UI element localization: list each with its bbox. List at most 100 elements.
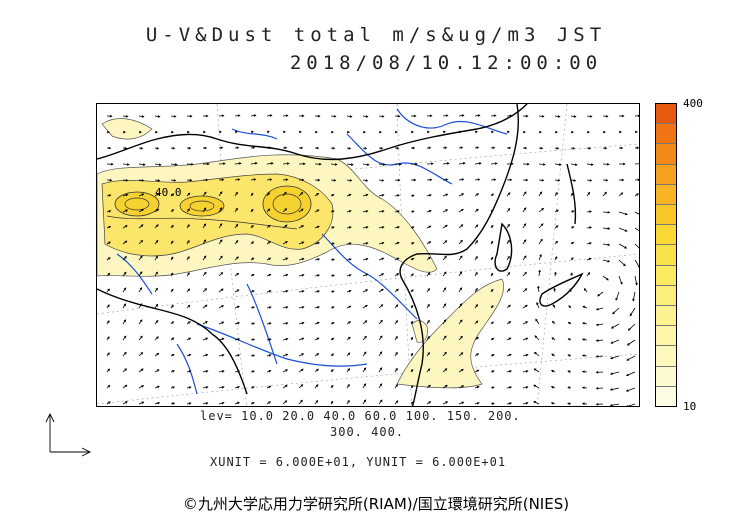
colorbar-max-label: 400 [683, 97, 703, 110]
wind-vector-head [141, 193, 145, 196]
wind-vector-head [156, 193, 160, 196]
wind-vector-head [523, 223, 527, 226]
colorbar-segment [656, 104, 676, 125]
wind-vector-head [158, 163, 162, 166]
wind-vector-head [510, 162, 514, 166]
wind-vector-head [491, 305, 494, 308]
wind-vector-head [348, 274, 352, 277]
wind-vector-head [570, 192, 574, 196]
wind-vector-head [536, 302, 539, 305]
wind-vector-head [396, 288, 399, 292]
wind-vector-head [508, 337, 512, 340]
contour-levels-line2: 300. 400. [330, 425, 405, 439]
wind-vector-head [301, 225, 304, 228]
wind-vector-head [587, 272, 591, 275]
wind-vector-head [427, 130, 430, 134]
wind-vector-head [551, 353, 554, 357]
wind-vector-head [315, 399, 319, 403]
wind-vector-head [629, 313, 633, 317]
wind-vector-head [460, 352, 464, 355]
wind-vector-head [429, 178, 433, 182]
wind-vector [138, 319, 143, 325]
wind-vector-head [589, 179, 593, 182]
wind-vector [626, 371, 636, 376]
wind-vector-head [551, 337, 555, 340]
wind-vector-head [555, 225, 559, 228]
wind-vector-head [299, 130, 302, 134]
wind-vector [554, 163, 561, 166]
wind-vector-head [237, 401, 240, 405]
colorbar-segment [656, 306, 676, 327]
wind-vector [458, 162, 465, 165]
wind-vector-head [170, 240, 174, 244]
wind-vector-head [428, 146, 432, 150]
wind-vector-head [445, 401, 449, 404]
wind-vector-head [172, 146, 176, 150]
wind-vector [612, 307, 620, 314]
wind-vector-head [108, 241, 111, 244]
wind-vector-head [637, 178, 639, 182]
wind-vector-head [411, 242, 415, 245]
wind-vector-head [379, 335, 383, 339]
wind-vector-head [550, 386, 554, 389]
wind-vector-head [567, 370, 571, 373]
wind-vector-head [494, 162, 498, 165]
wind-vector-head [573, 115, 577, 118]
wind-vector-head [140, 368, 144, 372]
wind-vector-head [347, 130, 350, 134]
chart-timestamp: 2018/08/10.12:00:00 [289, 52, 603, 74]
wind-vector-head [534, 335, 538, 338]
wind-vector-head [395, 400, 399, 403]
wind-vector-head [235, 223, 239, 227]
wind-vector-head [523, 130, 526, 134]
wind-vector-head [205, 337, 209, 340]
wind-vector [533, 384, 540, 389]
wind-vector-head [380, 304, 384, 307]
wind-vector-head [525, 386, 529, 389]
wind-vector-head [508, 146, 512, 150]
wind-vector [538, 254, 542, 261]
wind-vector-head [556, 146, 560, 150]
wind-vector-head [589, 115, 593, 118]
wind-vector-head [363, 351, 367, 355]
wind-vector-head [205, 353, 209, 357]
wind-vector-head [268, 306, 272, 309]
wind-vector-head [365, 115, 369, 118]
wind-vector-head [157, 385, 160, 389]
wind-vector-head [365, 242, 369, 245]
wind-vector [362, 163, 369, 166]
wind-vector-head [555, 191, 558, 195]
wind-vector [602, 227, 610, 230]
wind-vector-head [107, 288, 110, 292]
wind-vector-head [125, 209, 129, 212]
wind-vector-head [348, 305, 352, 309]
wind-vector-head [609, 388, 613, 391]
wind-vector-head [156, 369, 160, 372]
wind-vector [602, 275, 609, 281]
wind-vector-head [347, 399, 350, 403]
wind-vector-head [268, 241, 271, 244]
wind-vector-head [476, 369, 480, 373]
wind-vector-head [571, 226, 575, 229]
wind-vector-head [610, 341, 614, 344]
wind-vector-head [381, 226, 385, 229]
wind-vector-head [525, 370, 529, 373]
chart-title: U-V&Dust total m/s&ug/m3 JST [145, 24, 607, 46]
wind-vector-head [300, 192, 304, 195]
wind-vector-head [381, 257, 385, 261]
wind-vector-head [237, 305, 240, 309]
wind-vector-head [524, 255, 527, 259]
wind-vector-head [220, 288, 224, 292]
wind-vector-head [124, 351, 127, 355]
wind-vector-head [235, 240, 239, 243]
wind-vector-head [107, 336, 110, 339]
wind-vector-head [268, 146, 272, 150]
wind-vector-head [155, 255, 158, 259]
wind-vector-head [533, 351, 537, 355]
vector-units: XUNIT = 6.000E+01, YUNIT = 6.000E+01 [210, 455, 507, 469]
wind-vector-head [557, 115, 561, 118]
wind-vector [618, 211, 628, 215]
wind-vector-head [332, 258, 335, 262]
wind-vector-head [589, 226, 593, 229]
wind-vector-head [157, 179, 161, 182]
